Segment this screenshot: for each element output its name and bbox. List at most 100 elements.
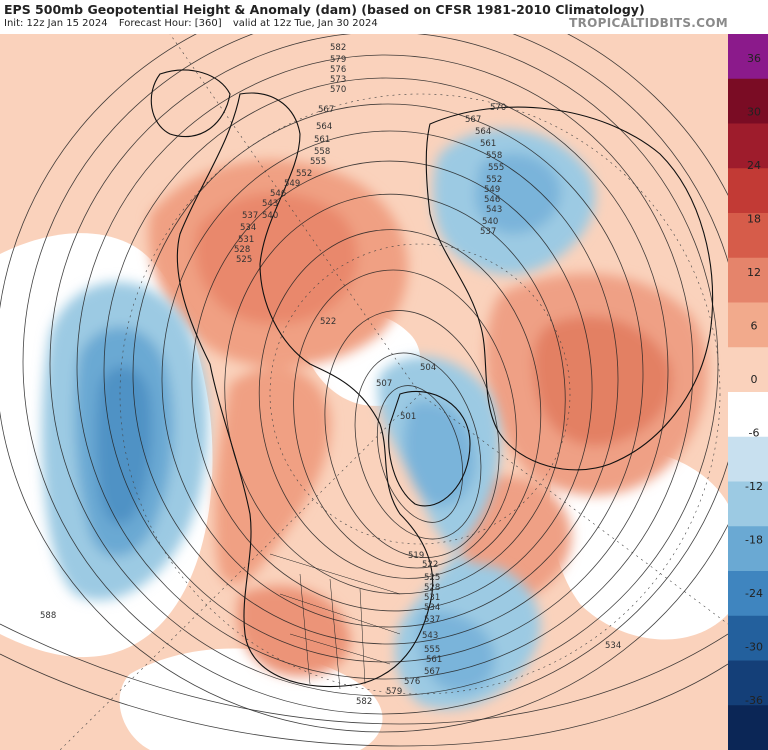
contour-label: 540 <box>262 211 278 221</box>
colorbar-swatch <box>728 257 768 303</box>
contour-label: 570 <box>490 103 506 113</box>
height-contours <box>0 34 728 747</box>
contour-label: 588 <box>40 611 56 621</box>
contour-label: 576 <box>404 677 420 687</box>
contour-label: 531 <box>238 235 254 245</box>
contour-label: 555 <box>488 163 504 173</box>
contour-label: 561 <box>426 655 442 665</box>
contour-label: 528 <box>424 583 440 593</box>
colorbar-swatch <box>728 213 768 259</box>
contour-label: 534 <box>605 641 621 651</box>
contour-label: 570 <box>330 85 346 95</box>
state-boundaries <box>269 553 401 690</box>
contour-label: 525 <box>236 255 252 265</box>
contour-label: 567 <box>318 105 334 115</box>
colorbar-tick-label: -18 <box>745 534 763 547</box>
colorbar-swatch <box>728 571 768 617</box>
contour-label: 567 <box>424 667 440 677</box>
contour-label: 537 <box>424 615 440 625</box>
contour-label: 501 <box>400 412 416 422</box>
colorbar-tick-label: 30 <box>747 106 761 119</box>
colorbar-swatch <box>728 347 768 393</box>
alaska-outline <box>150 69 231 138</box>
contour-label: 579 <box>386 687 402 697</box>
colorbar-swatch <box>728 660 768 706</box>
contour-label: 528 <box>234 245 250 255</box>
contour-label: 543 <box>262 199 278 209</box>
coastlines <box>150 69 714 688</box>
contour-label: 552 <box>296 169 312 179</box>
contour-label: 522 <box>320 317 336 327</box>
contour-label: 552 <box>486 175 502 185</box>
colorbar-tick-label: 24 <box>747 159 761 172</box>
contour-label: 582 <box>356 697 372 707</box>
init-time: Init: 12z Jan 15 2024 <box>4 18 108 29</box>
contour-label: 534 <box>424 603 440 613</box>
contour-label: 534 <box>240 223 256 233</box>
contour-label: 504 <box>420 363 436 373</box>
contour-label: 507 <box>376 379 392 389</box>
contour-label: 540 <box>482 217 498 227</box>
colorbar-tick-label: -12 <box>745 480 763 493</box>
map-title: EPS 500mb Geopotential Height & Anomaly … <box>4 2 645 17</box>
contour-label: 543 <box>422 631 438 641</box>
contour-label: 525 <box>424 573 440 583</box>
contour-label: 555 <box>310 157 326 167</box>
colorbar-swatch <box>728 302 768 348</box>
colorbar-tick-label: 36 <box>747 52 761 65</box>
greenland-outline <box>388 390 471 507</box>
colorbar-swatch <box>728 705 768 750</box>
contour-label: 564 <box>316 122 332 132</box>
colorbar-tick-label: -36 <box>745 694 763 707</box>
colorbar-swatch <box>728 392 768 438</box>
contour-label: 549 <box>284 179 300 189</box>
contour-label: 537 <box>480 227 496 237</box>
valid-time: valid at 12z Tue, Jan 30 2024 <box>232 18 378 29</box>
contour-label: 558 <box>486 151 502 161</box>
map-header: EPS 500mb Geopotential Height & Anomaly … <box>0 0 768 34</box>
colorbar-swatch <box>728 168 768 214</box>
colorbar-tick-label: -24 <box>745 587 763 600</box>
contour-label: 546 <box>484 195 500 205</box>
colorbar-tick-label: 12 <box>747 266 761 279</box>
contour-label: 543 <box>486 205 502 215</box>
colorbar-tick-label: 0 <box>751 373 758 386</box>
colorbar-swatch <box>728 78 768 124</box>
colorbar-tick-label: -30 <box>745 641 763 654</box>
colorbar-swatch <box>728 526 768 572</box>
contour-label: 549 <box>484 185 500 195</box>
north-america-outline <box>176 92 434 688</box>
contour-label: 561 <box>480 139 496 149</box>
contour-label: 582 <box>330 43 346 53</box>
anomaly-colorbar: 36 30 24 18 12 6 0 -6 -12 -18 -24 -30 -36 <box>728 34 768 750</box>
colorbar-tick-label: 6 <box>751 320 758 333</box>
contour-label: 558 <box>314 147 330 157</box>
contour-label: 522 <box>422 560 438 570</box>
contour-label: 561 <box>314 135 330 145</box>
height-anomaly-map: 5825795765735705675645615585555525495465… <box>0 34 728 750</box>
colorbar-tick-labels: 36 30 24 18 12 6 0 -6 -12 -18 -24 -30 -36 <box>745 52 763 707</box>
contour-label: 537 <box>242 211 258 221</box>
contour-label: 531 <box>424 593 440 603</box>
colorbar-swatch <box>728 436 768 482</box>
map-subtitle: Init: 12z Jan 15 2024 Forecast Hour: [36… <box>4 18 386 29</box>
contour-label: 555 <box>424 645 440 655</box>
colorbar-tick-label: 18 <box>747 213 761 226</box>
colorbar-swatches <box>728 34 768 750</box>
colorbar-swatch <box>728 34 768 80</box>
contour-label: 573 <box>330 75 346 85</box>
contour-labels: 5825795765735705675645615585555525495465… <box>0 34 621 707</box>
contour-label: 579 <box>330 55 346 65</box>
contour-label: 546 <box>270 189 286 199</box>
contour-label: 519 <box>408 551 424 561</box>
contour-label: 567 <box>465 115 481 125</box>
contour-label: 576 <box>330 65 346 75</box>
colorbar-swatch <box>728 615 768 661</box>
colorbar-swatch <box>728 481 768 527</box>
graticule-lines <box>59 34 728 750</box>
eurasia-outline <box>425 106 714 471</box>
forecast-hour: Forecast Hour: [360] <box>118 18 222 29</box>
positive-anomaly-areas <box>148 160 708 677</box>
source-watermark: TROPICALTIDBITS.COM <box>569 16 728 30</box>
contour-label: 564 <box>475 127 491 137</box>
